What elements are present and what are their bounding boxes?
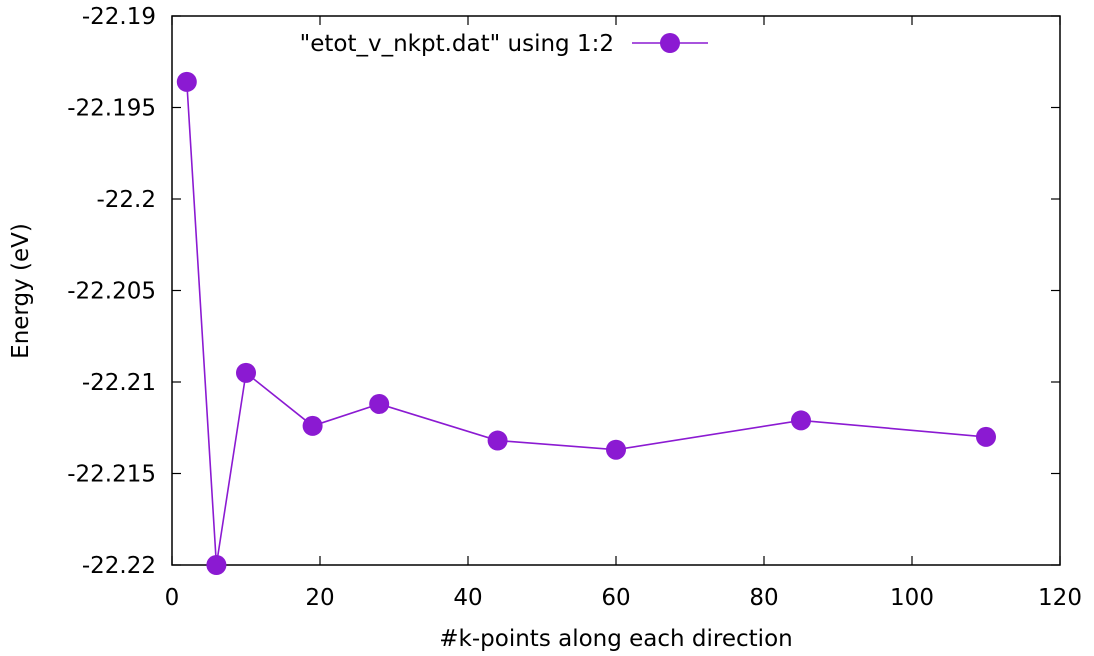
data-point (369, 393, 390, 414)
x-tick-label: 20 (305, 585, 334, 611)
y-tick-label: -22.215 (67, 462, 156, 488)
plot-border (171, 15, 1061, 566)
y-tick-label: -22.205 (67, 279, 156, 305)
data-point (176, 71, 197, 92)
legend-marker (660, 33, 680, 53)
x-tick-label: 80 (749, 585, 778, 611)
series-layer (176, 71, 996, 575)
x-tick-label: 120 (1038, 585, 1082, 611)
y-axis-label: Energy (eV) (8, 223, 34, 359)
x-tick-label: 60 (601, 585, 630, 611)
x-tick-label: 40 (453, 585, 482, 611)
x-axis: 0 20 40 60 80 100 120 (165, 16, 1082, 611)
series-line (186, 81, 987, 566)
data-point (976, 426, 996, 447)
data-point (606, 439, 626, 460)
legend-label: "etot_v_nkpt.dat" using 1:2 (300, 31, 614, 57)
data-point (791, 410, 811, 431)
y-axis: -22.22 -22.215 -22.21 -22.205 -22.2 -22.195 -2… (67, 4, 1060, 579)
y-tick-label: -22.195 (67, 96, 156, 122)
y-tick-label: -22.22 (82, 553, 156, 579)
x-tick-label: 100 (890, 585, 934, 611)
legend: "etot_v_nkpt.dat" using 1:2 (300, 31, 708, 57)
data-point (236, 362, 256, 383)
x-axis-label: #k-points along each direction (439, 626, 792, 652)
data-point (487, 430, 508, 451)
y-tick-label: -22.19 (82, 4, 156, 30)
data-point (302, 415, 323, 436)
y-tick-label: -22.2 (96, 187, 156, 213)
y-tick-label: -22.21 (82, 370, 156, 396)
plot-frame (171, 15, 1061, 566)
data-point (206, 555, 227, 575)
x-tick-label: 0 (165, 585, 180, 611)
